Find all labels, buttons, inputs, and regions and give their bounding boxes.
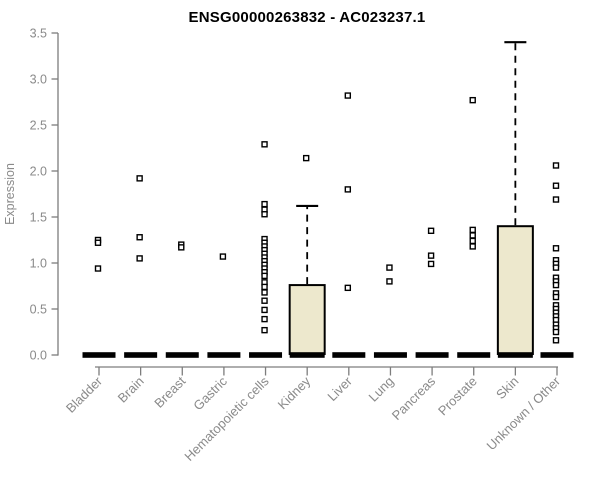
boxplot-pancreas	[415, 227, 449, 358]
boxplot-brain	[124, 175, 158, 358]
boxplot-liver	[332, 92, 366, 358]
boxplot-breast	[165, 241, 199, 358]
outlier-point	[552, 328, 560, 336]
median-bar	[497, 352, 533, 358]
y-tick-label: 3.0	[30, 72, 47, 86]
y-tick-label: 2.0	[30, 164, 47, 178]
boxplot-gastric	[207, 253, 241, 358]
y-tick-label: 1.5	[30, 210, 47, 224]
outlier-point	[552, 293, 560, 301]
y-tick-label: 0.5	[30, 302, 47, 316]
outlier-point	[94, 265, 102, 272]
outlier-point	[261, 283, 268, 291]
boxplot-prostate	[457, 96, 491, 358]
x-tick-label-kidney: Kidney	[275, 373, 314, 412]
outlier-point	[261, 200, 268, 208]
box-rect	[496, 225, 534, 355]
x-tick-label-liver: Liver	[324, 373, 355, 404]
x-tick-label-breast: Breast	[151, 373, 188, 410]
outlier-point	[469, 96, 476, 104]
y-tick-label: 2.5	[30, 118, 47, 132]
median-bar	[82, 352, 116, 358]
outlier-point	[552, 281, 560, 289]
median-bar	[289, 352, 325, 358]
outlier-point	[136, 175, 143, 182]
outlier-point	[136, 255, 143, 262]
y-tick-label: 0.0	[30, 348, 47, 362]
outlier-point	[261, 141, 268, 148]
median-bar	[540, 352, 574, 358]
outlier-point	[386, 264, 393, 271]
outlier-point	[136, 234, 143, 241]
chart-title: ENSG00000263832 - AC023237.1	[188, 9, 426, 26]
outlier-point	[261, 289, 268, 296]
x-tick-label-lung: Lung	[366, 374, 397, 405]
outlier-point	[261, 306, 268, 314]
y-tick-label: 1.0	[30, 256, 47, 270]
outlier-point	[469, 237, 476, 245]
y-axis-label: Expression	[3, 163, 17, 225]
outlier-point	[469, 232, 476, 239]
outlier-point	[469, 226, 476, 234]
boxplot-hematopoietic-cells	[249, 141, 283, 358]
outlier-point	[427, 260, 435, 268]
outlier-point	[261, 326, 268, 334]
outlier-point	[261, 211, 268, 218]
x-tick-label-pancreas: Pancreas	[389, 373, 439, 423]
outlier-point	[344, 92, 352, 99]
boxplot-kidney	[288, 154, 326, 358]
outlier-point	[552, 182, 560, 189]
outlier-point	[386, 278, 393, 285]
median-bar	[457, 352, 491, 358]
median-bar	[415, 352, 449, 358]
boxplot-bladder	[82, 236, 116, 358]
outlier-point	[261, 297, 268, 304]
median-bar	[124, 352, 158, 358]
x-tick-label-prostate: Prostate	[435, 374, 480, 419]
outlier-point	[178, 244, 185, 251]
outlier-point	[427, 252, 435, 259]
y-axis: 0.0 0.5 1.0 1.5 2.0 2.5 3.0 3.5	[30, 26, 59, 362]
median-bar	[249, 352, 283, 358]
x-tick-label-brain: Brain	[115, 374, 147, 406]
outlier-point	[94, 239, 102, 246]
outlier-point	[344, 284, 352, 292]
x-tick-label-unknown-other: Unknown / Other	[484, 373, 564, 453]
x-tick-label-gastric: Gastric	[190, 373, 230, 413]
box-rect	[288, 284, 326, 355]
x-tick-label-bladder: Bladder	[63, 373, 106, 416]
boxplot-skin	[496, 41, 534, 358]
outlier-point	[427, 227, 435, 235]
outlier-point	[552, 162, 560, 169]
boxplot-unknown-other	[540, 162, 574, 358]
outlier-point	[552, 264, 560, 271]
outlier-point	[469, 243, 476, 250]
median-bar	[207, 352, 241, 358]
outlier-point	[344, 186, 352, 193]
outlier-point	[261, 272, 268, 280]
outlier-point	[302, 154, 310, 162]
boxplot-lung	[373, 264, 407, 358]
median-bar	[373, 352, 407, 358]
outlier-point	[552, 196, 560, 203]
outlier-point	[552, 337, 560, 344]
median-bar	[332, 352, 366, 358]
y-tick-label: 3.5	[30, 26, 47, 40]
x-tick-label-skin: Skin	[493, 374, 521, 402]
outlier-point	[261, 315, 268, 323]
median-bar	[165, 352, 199, 358]
outlier-point	[219, 253, 227, 260]
outlier-point	[552, 245, 560, 252]
